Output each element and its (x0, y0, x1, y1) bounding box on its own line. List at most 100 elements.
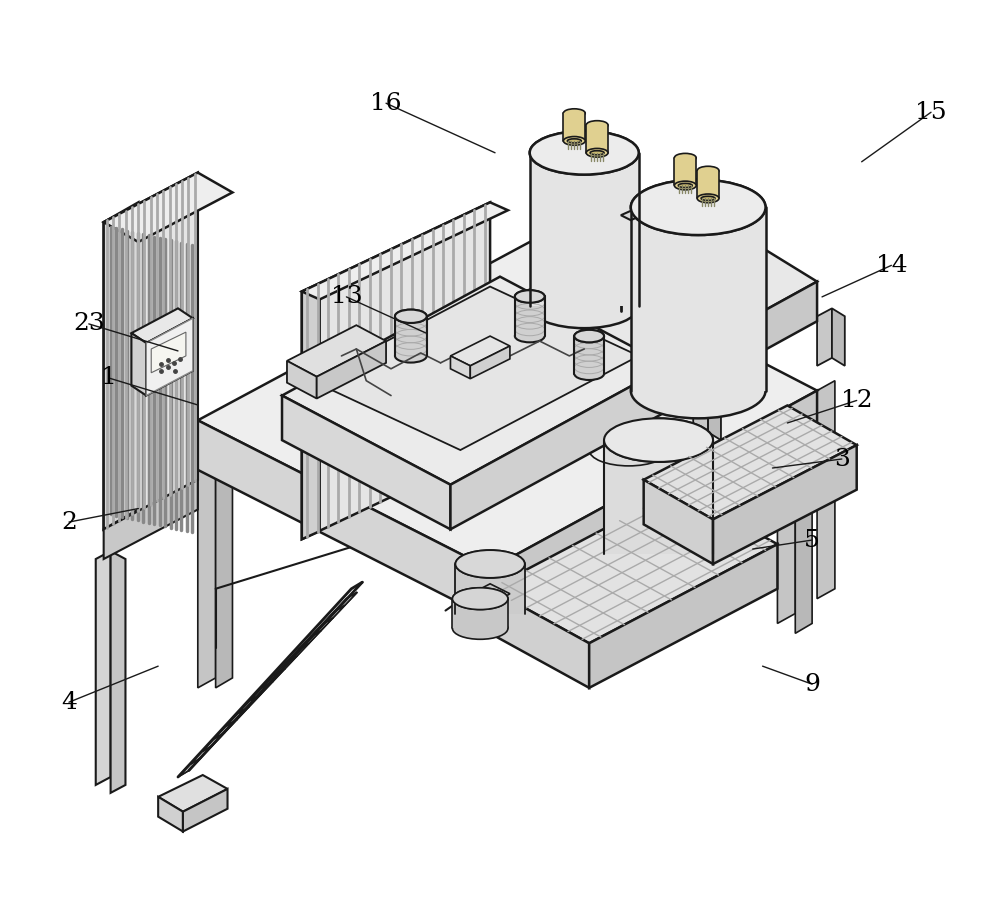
Polygon shape (250, 682, 273, 701)
Ellipse shape (455, 550, 525, 578)
Polygon shape (286, 643, 309, 663)
Ellipse shape (590, 151, 604, 155)
Polygon shape (274, 655, 297, 675)
Polygon shape (287, 325, 386, 376)
Polygon shape (334, 592, 357, 612)
Polygon shape (505, 383, 518, 440)
Ellipse shape (515, 290, 545, 303)
Ellipse shape (697, 194, 719, 203)
Ellipse shape (530, 131, 639, 175)
Text: 2: 2 (61, 511, 77, 534)
Polygon shape (777, 405, 795, 624)
Polygon shape (262, 668, 285, 688)
Polygon shape (158, 797, 183, 832)
Polygon shape (586, 125, 608, 153)
Polygon shape (334, 592, 357, 612)
Polygon shape (530, 153, 639, 306)
Ellipse shape (530, 285, 639, 328)
Ellipse shape (604, 533, 713, 576)
Polygon shape (644, 480, 713, 564)
Polygon shape (214, 720, 237, 739)
Polygon shape (287, 361, 317, 398)
Polygon shape (490, 383, 505, 440)
Ellipse shape (455, 600, 525, 627)
Ellipse shape (395, 310, 427, 323)
Polygon shape (190, 745, 213, 764)
Polygon shape (589, 544, 777, 688)
Polygon shape (310, 617, 333, 637)
Polygon shape (226, 707, 249, 726)
Polygon shape (450, 336, 510, 365)
Polygon shape (158, 775, 228, 812)
Polygon shape (644, 405, 857, 519)
Polygon shape (298, 630, 321, 650)
Polygon shape (634, 308, 647, 365)
Polygon shape (302, 203, 508, 299)
Polygon shape (322, 604, 345, 624)
Ellipse shape (631, 180, 766, 235)
Text: 16: 16 (370, 92, 402, 115)
Ellipse shape (574, 330, 604, 343)
Ellipse shape (515, 290, 545, 303)
Polygon shape (104, 203, 138, 529)
Ellipse shape (452, 617, 508, 639)
Polygon shape (104, 480, 198, 559)
Ellipse shape (678, 184, 692, 187)
Ellipse shape (452, 588, 508, 610)
Polygon shape (455, 564, 525, 614)
Polygon shape (104, 173, 198, 529)
Polygon shape (563, 113, 585, 141)
Polygon shape (111, 551, 125, 793)
Polygon shape (832, 308, 845, 365)
Polygon shape (262, 668, 285, 688)
Ellipse shape (395, 349, 427, 363)
Ellipse shape (530, 131, 639, 175)
Ellipse shape (515, 330, 545, 343)
Polygon shape (465, 584, 510, 606)
Polygon shape (214, 720, 237, 739)
Polygon shape (795, 405, 812, 634)
Text: 23: 23 (73, 313, 105, 335)
Ellipse shape (586, 148, 608, 157)
Polygon shape (619, 282, 817, 430)
Text: 14: 14 (876, 254, 907, 277)
Polygon shape (198, 460, 216, 688)
Polygon shape (317, 341, 386, 398)
Polygon shape (302, 284, 320, 539)
Polygon shape (282, 395, 450, 529)
Polygon shape (490, 490, 777, 644)
Polygon shape (693, 383, 708, 440)
Polygon shape (310, 617, 333, 637)
Polygon shape (250, 682, 273, 701)
Polygon shape (708, 383, 721, 440)
Polygon shape (470, 346, 510, 379)
Polygon shape (274, 655, 297, 675)
Polygon shape (146, 318, 193, 395)
Polygon shape (322, 604, 345, 624)
Text: 9: 9 (804, 673, 820, 695)
Polygon shape (631, 207, 766, 391)
Polygon shape (131, 333, 146, 395)
Polygon shape (490, 391, 817, 618)
Ellipse shape (701, 196, 715, 201)
Ellipse shape (563, 136, 585, 145)
Text: 4: 4 (61, 691, 77, 714)
Polygon shape (202, 733, 225, 752)
Polygon shape (151, 332, 186, 373)
Polygon shape (697, 171, 719, 198)
Polygon shape (490, 311, 619, 430)
Polygon shape (298, 630, 321, 650)
Ellipse shape (395, 310, 427, 323)
Polygon shape (817, 381, 835, 599)
Polygon shape (574, 336, 604, 374)
Ellipse shape (604, 418, 713, 462)
Ellipse shape (674, 181, 696, 190)
Ellipse shape (631, 180, 766, 235)
Ellipse shape (455, 550, 525, 578)
Polygon shape (490, 203, 817, 391)
Polygon shape (131, 308, 193, 343)
Polygon shape (395, 316, 427, 356)
Polygon shape (450, 356, 470, 379)
Polygon shape (450, 365, 668, 529)
Text: 1: 1 (101, 366, 116, 389)
